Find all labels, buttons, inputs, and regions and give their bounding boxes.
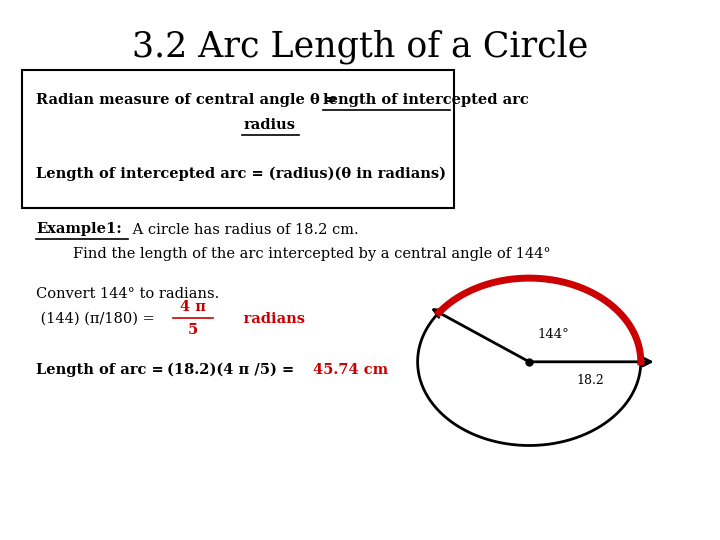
Text: Radian measure of central angle θ =: Radian measure of central angle θ = <box>36 93 342 107</box>
Text: Find the length of the arc intercepted by a central angle of 144°: Find the length of the arc intercepted b… <box>36 247 551 261</box>
Text: (144) (π/180) =: (144) (π/180) = <box>36 312 159 326</box>
Text: length of intercepted arc: length of intercepted arc <box>323 93 528 107</box>
Text: (18.2)(4 π /5) =: (18.2)(4 π /5) = <box>167 363 300 377</box>
Text: Convert 144° to radians.: Convert 144° to radians. <box>36 287 220 301</box>
Text: Length of arc =: Length of arc = <box>36 363 168 377</box>
Text: Example1:: Example1: <box>36 222 122 237</box>
Text: 3.2 Arc Length of a Circle: 3.2 Arc Length of a Circle <box>132 30 588 64</box>
Text: radians: radians <box>223 312 305 326</box>
Bar <box>22 70 454 208</box>
Text: Length of intercepted arc = (radius)(θ in radians): Length of intercepted arc = (radius)(θ i… <box>36 167 446 181</box>
Text: radius: radius <box>244 118 296 132</box>
Text: A circle has radius of 18.2 cm.: A circle has radius of 18.2 cm. <box>128 222 359 237</box>
Text: 18.2: 18.2 <box>577 374 605 387</box>
Text: 144°: 144° <box>538 328 570 341</box>
Text: 45.74 cm: 45.74 cm <box>313 363 388 377</box>
Text: 5: 5 <box>188 323 198 338</box>
Text: 4 π: 4 π <box>180 300 206 314</box>
